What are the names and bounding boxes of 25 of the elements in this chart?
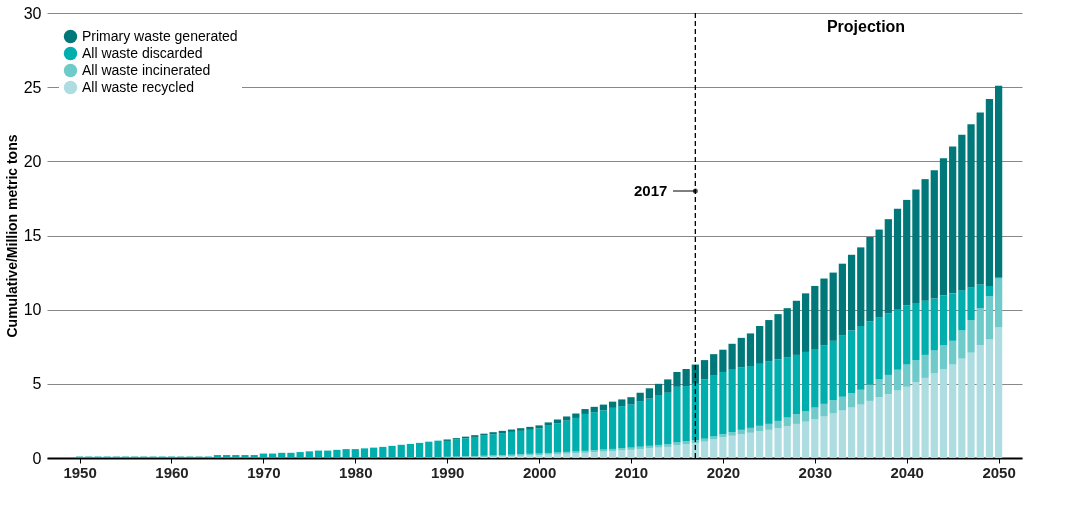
- y-tick-label: 15: [23, 227, 42, 244]
- y-tick-label: 5: [32, 375, 42, 393]
- annotation: Projection: [826, 18, 906, 35]
- legend-label: Primary waste generated: [82, 27, 238, 44]
- x-tick-label: 2030: [798, 463, 832, 481]
- y-axis-title: Cumulative/Million metric tons: [3, 134, 20, 338]
- x-tick-label: 2000: [522, 463, 557, 481]
- ref-line-label: 2017: [633, 182, 668, 199]
- legend-label: All waste discarded: [82, 44, 203, 61]
- x-tick-label: 2010: [614, 463, 649, 481]
- y-tick-label: 10: [23, 301, 42, 319]
- x-tick-label: 1970: [247, 463, 281, 481]
- x-tick-label: 1950: [63, 463, 97, 481]
- y-tick-label: 30: [23, 4, 42, 22]
- y-tick-label: 0: [32, 449, 42, 467]
- legend-label: All waste incinerated: [82, 61, 211, 78]
- y-tick-label: 20: [23, 152, 42, 170]
- x-tick-label: 2020: [706, 463, 741, 481]
- x-tick-label: 2040: [890, 463, 924, 481]
- legend-label: All waste recycled: [82, 78, 195, 95]
- x-tick-label: 2050: [982, 463, 1016, 481]
- x-tick-label: 1990: [431, 463, 465, 481]
- x-tick-label: 1960: [155, 463, 189, 481]
- x-tick-label: 1980: [339, 463, 373, 481]
- y-tick-label: 25: [23, 78, 42, 96]
